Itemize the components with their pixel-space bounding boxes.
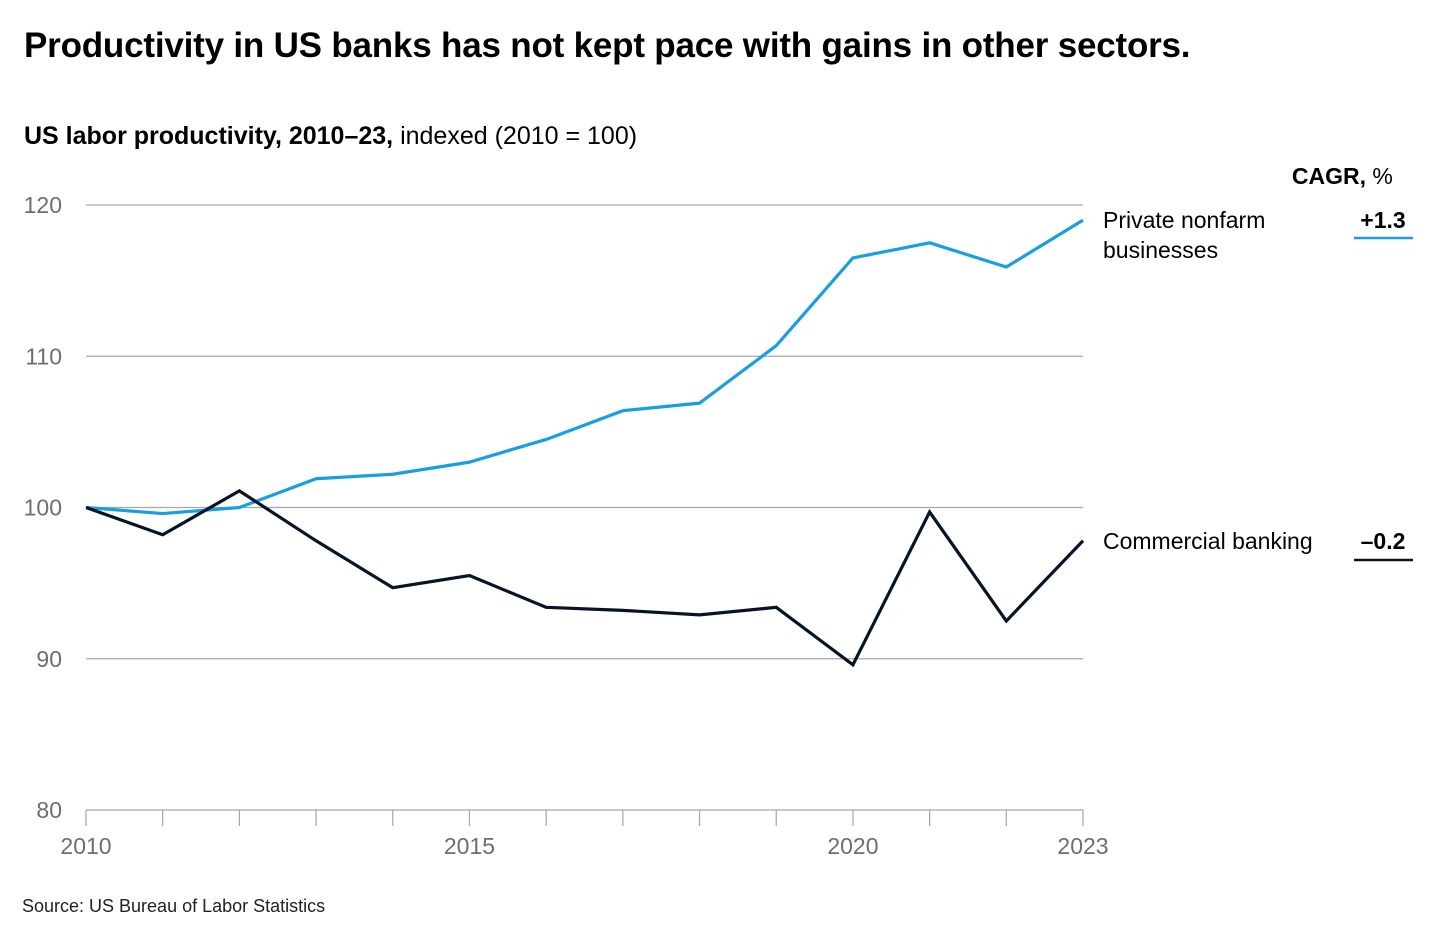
cagr-header-unit: %: [1366, 163, 1393, 189]
chart-subtitle: US labor productivity, 2010–23, indexed …: [24, 122, 637, 151]
chart-subtitle-bold: US labor productivity, 2010–23,: [24, 122, 394, 150]
y-tick-label-120: 120: [24, 192, 62, 218]
x-tick-label-2020: 2020: [827, 833, 878, 859]
cagr-value-private: +1.3: [1360, 207, 1405, 233]
y-tick-label-90: 90: [36, 646, 62, 672]
series-line-private: [85, 218, 1084, 516]
chart-headline: Productivity in US banks has not kept pa…: [24, 26, 1191, 65]
x-tick-label-2010: 2010: [60, 833, 111, 859]
y-axis-tick-labels: 80 90 100 110 120: [24, 192, 62, 823]
cagr-header-label: CAGR,: [1292, 163, 1366, 189]
chart-subtitle-units: indexed (2010 = 100): [393, 122, 638, 150]
source-note: Source: US Bureau of Labor Statistics: [22, 896, 326, 916]
series-line-banking: [85, 488, 1085, 668]
y-tick-label-100: 100: [24, 495, 62, 521]
series-lines: [85, 218, 1085, 668]
x-tick-label-2015: 2015: [444, 833, 495, 859]
x-tick-label-2023: 2023: [1057, 833, 1108, 859]
x-axis: [85, 809, 1084, 826]
series-label-private-line-1: Private nonfarm: [1103, 207, 1265, 233]
x-axis-tick-labels: 2010 2015 2020 2023: [60, 833, 1108, 859]
series-label-banking-line-1: Commercial banking: [1103, 528, 1313, 554]
productivity-line-chart: 80 90 100 110 120 2010 2015 2020 2023 CAGR, % P…: [24, 163, 1413, 859]
series-label-private-line-2: businesses: [1103, 237, 1218, 263]
cagr-value-banking: –0.2: [1361, 528, 1406, 554]
y-tick-label-80: 80: [36, 797, 62, 823]
series-legend: CAGR, % Private nonfarm businesses +1.3 Com…: [1103, 163, 1413, 562]
y-tick-label-110: 110: [25, 343, 62, 369]
gridlines: [86, 204, 1083, 660]
